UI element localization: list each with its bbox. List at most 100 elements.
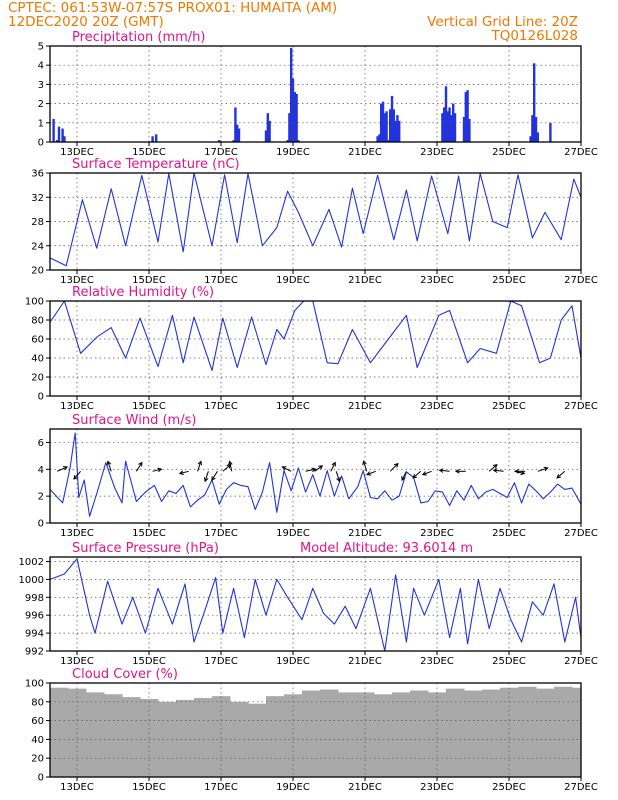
wind-vector-head — [73, 474, 78, 480]
wind-vector-shaft — [493, 469, 504, 472]
precip-bar — [63, 136, 66, 142]
x-tick-label: 15DEC — [132, 275, 166, 286]
p4-series-line — [49, 558, 582, 652]
wind-vector-head — [438, 468, 444, 473]
wind-vector-shaft — [179, 470, 189, 474]
wind-vector-head — [492, 464, 498, 469]
wind-vector-shaft — [488, 464, 498, 472]
wind-vector-head — [197, 460, 203, 466]
y-tick-label: 5 — [38, 42, 44, 53]
y-tick-label: 2 — [38, 492, 44, 503]
x-tick-label: 13DEC — [60, 401, 94, 412]
x-tick-label: 21DEC — [348, 147, 382, 158]
p1-grid — [50, 173, 581, 270]
cloud-cover-bar — [536, 688, 555, 777]
cloud-cover-bar — [428, 692, 447, 777]
cloud-cover-bar — [554, 686, 573, 777]
wind-vector-shaft — [152, 468, 162, 472]
wind-vector-head — [138, 461, 143, 467]
precip-bar — [266, 113, 269, 142]
x-tick-label: 23DEC — [420, 275, 454, 286]
x-tick-label: 15DEC — [132, 401, 166, 412]
wind-vector-head — [281, 466, 287, 471]
wind-vector-head — [228, 460, 233, 466]
x-tick-label: 21DEC — [348, 782, 382, 793]
wind-vector-shaft — [439, 469, 450, 472]
y-tick-label: 40 — [31, 735, 44, 746]
model-altitude: Model Altitude: 93.6014 m — [300, 541, 473, 556]
cloud-cover-bar — [320, 689, 339, 777]
y-tick-label: 0 — [38, 392, 44, 403]
y-tick-label: 60 — [31, 335, 44, 346]
wind-vector-shaft — [401, 471, 407, 481]
precip-bar — [464, 92, 467, 142]
x-tick-label: 27DEC — [564, 275, 598, 286]
wind-vector-shaft — [305, 468, 316, 472]
precipitation-title: Precipitation (mm/h) — [72, 30, 205, 45]
wind-vector-shaft — [556, 470, 566, 479]
y-tick-label: 1000 — [19, 575, 44, 586]
wind-vector-head — [362, 460, 367, 466]
precip-bar — [383, 113, 386, 142]
cloud-cover-bar — [410, 690, 429, 777]
wind-vector-head — [63, 466, 69, 471]
y-tick-label: 2 — [38, 99, 44, 110]
x-tick-label: 21DEC — [348, 656, 382, 667]
wind-vector-shaft — [389, 463, 399, 472]
wind-vector-shaft — [229, 461, 233, 472]
precip-bar — [398, 120, 401, 142]
precip-bar — [446, 111, 449, 142]
wind-vector-shaft — [537, 467, 548, 472]
x-tick-label: 25DEC — [492, 782, 526, 793]
precip-bar — [264, 130, 268, 142]
y-tick-label: 992 — [25, 647, 44, 658]
wind-vector-head — [203, 477, 209, 483]
x-tick-label: 25DEC — [492, 528, 526, 539]
cloud-cover-bar — [104, 694, 123, 777]
x-tick-label: 15DEC — [132, 656, 166, 667]
wind-vector-shaft — [314, 465, 323, 472]
y-tick-label: 1002 — [19, 557, 44, 568]
wind-vector-head — [211, 476, 216, 481]
x-tick-label: 17DEC — [204, 401, 238, 412]
y-tick-label: 80 — [31, 697, 44, 708]
wind-vector-shaft — [412, 470, 422, 479]
x-tick-label: 27DEC — [564, 147, 598, 158]
x-tick-label: 17DEC — [204, 147, 238, 158]
precip-bar — [549, 122, 552, 142]
precip-bar — [56, 140, 59, 142]
cloud-cover-bar — [50, 687, 69, 777]
precip-bar — [387, 140, 390, 142]
x-tick-label: 19DEC — [276, 401, 310, 412]
x-tick-label: 19DEC — [276, 147, 310, 158]
precip-bar — [534, 117, 538, 142]
precip-bar — [268, 120, 271, 142]
precip-bar — [286, 140, 289, 142]
y-tick-label: 20 — [31, 754, 44, 765]
x-tick-label: 13DEC — [60, 656, 94, 667]
y-tick-label: 32 — [31, 193, 44, 204]
wind-vector-shaft — [107, 461, 112, 472]
pressure-title: Surface Pressure (hPa) — [72, 541, 219, 556]
cloud-cover-bar — [446, 688, 465, 777]
wind-vector-head — [412, 473, 418, 479]
y-tick-label: 994 — [25, 629, 44, 640]
wind-vector-shaft — [422, 470, 432, 476]
cloud-cover-bar — [176, 699, 195, 777]
precip-bar — [462, 117, 466, 142]
x-tick-label: 27DEC — [564, 528, 598, 539]
x-tick-label: 19DEC — [276, 656, 310, 667]
y-tick-label: 24 — [31, 241, 44, 252]
x-tick-label: 25DEC — [492, 275, 526, 286]
wind-title: Surface Wind (m/s) — [72, 413, 196, 428]
wind-vector-head — [556, 473, 562, 479]
x-tick-label: 27DEC — [564, 401, 598, 412]
wind-vector-head — [366, 471, 372, 476]
cloud-cover-bar — [86, 692, 105, 777]
y-tick-label: 20 — [31, 373, 44, 384]
cloud-cover-bar — [248, 703, 267, 777]
y-tick-label: 996 — [25, 611, 44, 622]
wind-vector-shaft — [211, 471, 218, 481]
x-tick-label: 23DEC — [420, 528, 454, 539]
wind-vector-shaft — [204, 471, 209, 482]
